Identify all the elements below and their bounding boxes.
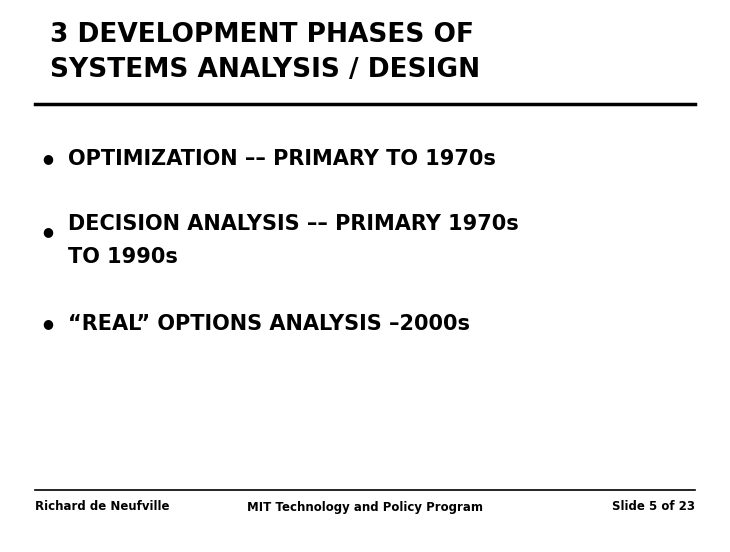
- Text: ●: ●: [42, 152, 53, 166]
- Text: OPTIMIZATION –– PRIMARY TO 1970s: OPTIMIZATION –– PRIMARY TO 1970s: [68, 149, 496, 169]
- Text: TO 1990s: TO 1990s: [68, 247, 178, 267]
- Text: Richard de Neufville: Richard de Neufville: [35, 501, 169, 513]
- Text: ●: ●: [42, 317, 53, 331]
- Text: SYSTEMS ANALYSIS / DESIGN: SYSTEMS ANALYSIS / DESIGN: [50, 57, 480, 83]
- Text: Slide 5 of 23: Slide 5 of 23: [612, 501, 695, 513]
- Text: DECISION ANALYSIS –– PRIMARY 1970s: DECISION ANALYSIS –– PRIMARY 1970s: [68, 214, 519, 234]
- Text: “REAL” OPTIONS ANALYSIS –2000s: “REAL” OPTIONS ANALYSIS –2000s: [68, 314, 470, 334]
- Text: 3 DEVELOPMENT PHASES OF: 3 DEVELOPMENT PHASES OF: [50, 22, 474, 48]
- Text: MIT Technology and Policy Program: MIT Technology and Policy Program: [247, 501, 483, 513]
- Text: ●: ●: [42, 226, 53, 238]
